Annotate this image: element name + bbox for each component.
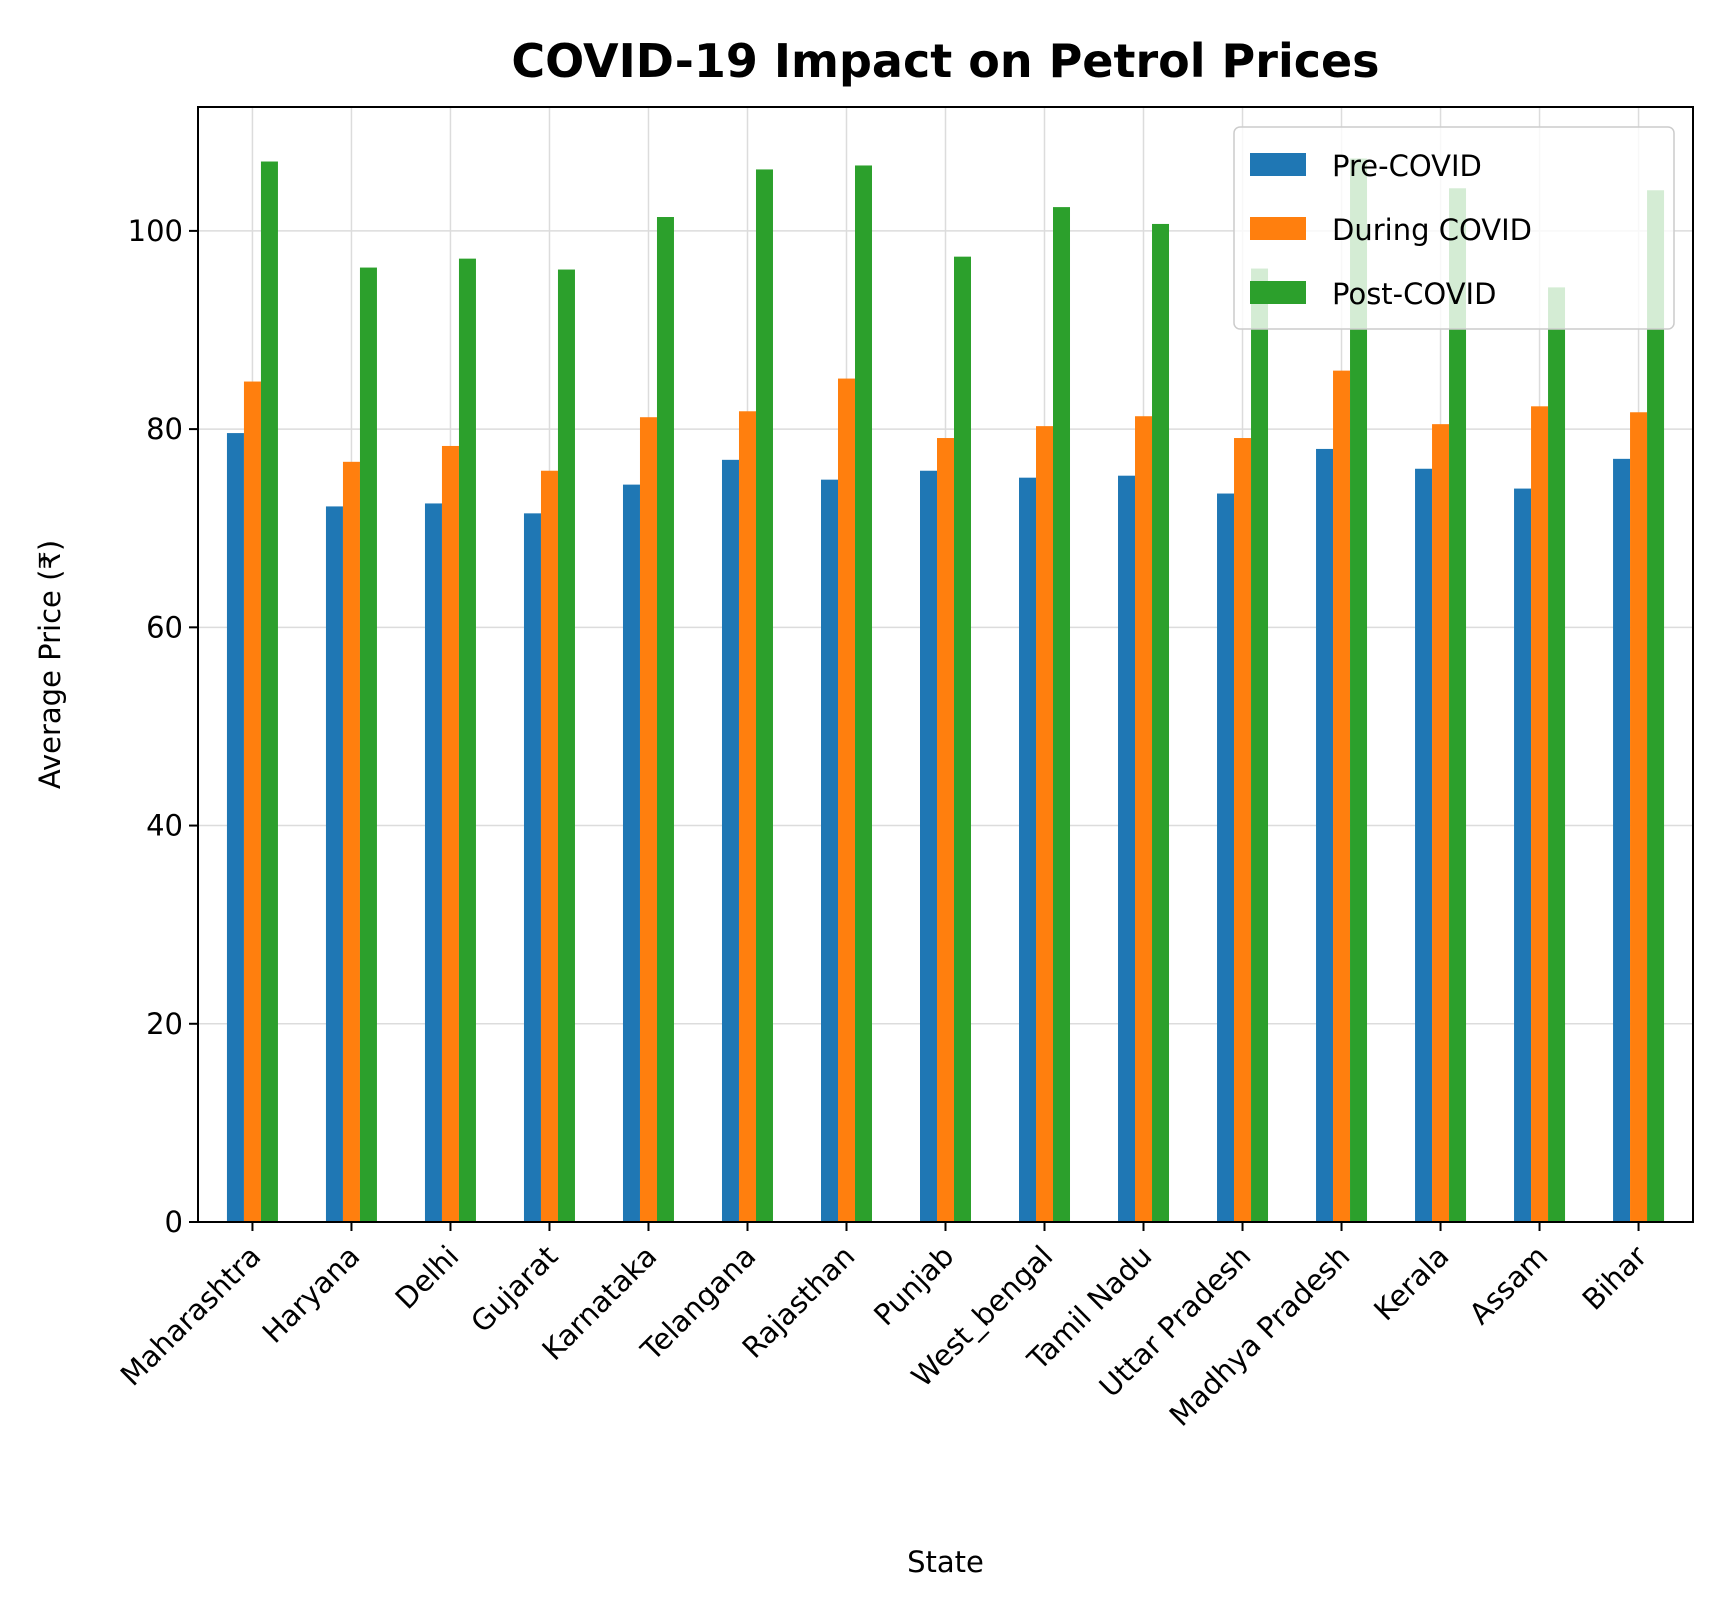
bar-during-covid-12 — [1432, 424, 1450, 1223]
chart-title: COVID-19 Impact on Petrol Prices — [511, 34, 1379, 88]
bar-pre-covid-8 — [1019, 477, 1037, 1223]
bar-during-covid-8 — [1036, 426, 1054, 1222]
bars — [226, 158, 1665, 1223]
legend-label: Pre-COVID — [1332, 149, 1482, 183]
bar-post-covid-4 — [656, 217, 674, 1223]
legend-label: Post-COVID — [1332, 277, 1496, 311]
bar-pre-covid-2 — [424, 503, 442, 1222]
bar-pre-covid-14 — [1613, 458, 1631, 1222]
bar-pre-covid-11 — [1316, 448, 1334, 1222]
bar-during-covid-3 — [540, 470, 558, 1222]
bar-during-covid-0 — [243, 381, 261, 1222]
bar-during-covid-6 — [837, 378, 855, 1222]
bar-pre-covid-7 — [920, 470, 937, 1222]
bar-post-covid-8 — [1053, 207, 1071, 1222]
bar-post-covid-10 — [1251, 268, 1269, 1222]
legend: Pre-COVID During COVID Post-COVID — [1233, 126, 1675, 330]
bar-post-covid-9 — [1152, 223, 1170, 1222]
bar-pre-covid-6 — [820, 479, 838, 1222]
bar-during-covid-10 — [1234, 438, 1252, 1222]
bar-post-covid-0 — [260, 161, 278, 1222]
bar-post-covid-3 — [557, 269, 575, 1222]
bar-during-covid-2 — [441, 445, 459, 1223]
bar-post-covid-7 — [954, 256, 971, 1222]
bar-during-covid-13 — [1531, 406, 1549, 1222]
bar-during-covid-14 — [1630, 412, 1648, 1222]
bar-pre-covid-1 — [325, 506, 343, 1222]
x-axis-label: State — [907, 1545, 984, 1579]
bar-during-covid-5 — [738, 411, 756, 1222]
bar-during-covid-4 — [639, 417, 657, 1222]
y-tick-label: 40 — [146, 809, 183, 843]
bar-during-covid-9 — [1135, 416, 1153, 1222]
bar-post-covid-6 — [854, 165, 872, 1222]
bar-during-covid-7 — [937, 438, 954, 1222]
legend-swatch — [1250, 217, 1306, 240]
bar-pre-covid-12 — [1415, 468, 1433, 1222]
y-axis-label: Average Price (₹) — [33, 540, 67, 789]
bar-post-covid-5 — [755, 169, 773, 1223]
bar-post-covid-1 — [359, 267, 377, 1222]
y-tick-label: 0 — [165, 1205, 183, 1239]
bar-post-covid-12 — [1449, 188, 1467, 1222]
bar-post-covid-13 — [1548, 287, 1566, 1223]
legend-swatch — [1250, 281, 1306, 304]
bar-pre-covid-5 — [721, 459, 739, 1222]
legend-label: During COVID — [1332, 213, 1532, 247]
bar-during-covid-11 — [1333, 370, 1351, 1222]
y-tick-label: 60 — [146, 610, 183, 644]
bar-post-covid-14 — [1647, 190, 1665, 1223]
bar-pre-covid-4 — [622, 484, 640, 1222]
bar-pre-covid-9 — [1118, 475, 1136, 1222]
bar-pre-covid-13 — [1514, 488, 1532, 1223]
legend-box — [1233, 126, 1675, 330]
y-tick-label: 20 — [146, 1007, 183, 1041]
y-axis-ticks: 0 20 40 60 80 100 — [128, 214, 198, 1239]
legend-swatch — [1250, 153, 1306, 176]
y-tick-label: 80 — [146, 412, 183, 446]
bar-pre-covid-10 — [1217, 493, 1235, 1222]
bar-post-covid-11 — [1350, 158, 1368, 1222]
y-tick-label: 100 — [128, 214, 183, 248]
bar-pre-covid-0 — [226, 433, 244, 1222]
bar-pre-covid-3 — [523, 513, 541, 1222]
bar-post-covid-2 — [458, 258, 476, 1222]
bar-during-covid-1 — [342, 461, 360, 1223]
